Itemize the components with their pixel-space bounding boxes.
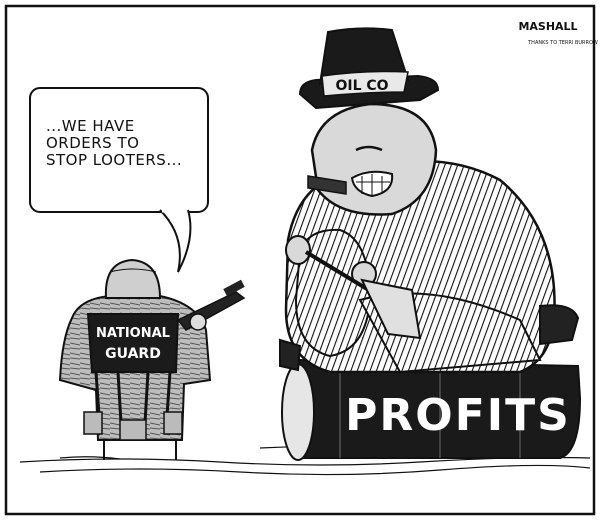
vest-label-2: GUARD xyxy=(105,346,161,362)
speech-line-1: ...WE HAVE xyxy=(46,117,135,135)
national-guard-soldier: NATIONAL GUARD xyxy=(58,258,246,460)
barrel-label: PROFITS xyxy=(345,390,571,441)
vest-label: NATIONAL xyxy=(96,326,170,341)
speech-line-2: ORDERS TO xyxy=(46,134,140,152)
speech-text: ...WE HAVE ORDERS TO STOP LOOTERS... xyxy=(46,118,196,169)
speech-line-3: STOP LOOTERS... xyxy=(46,151,183,169)
oil-tycoon: OIL CO xyxy=(279,27,580,374)
hat-band-label: OIL CO xyxy=(335,78,388,94)
signature-note: THANKS TO TERRI BURROW xyxy=(527,40,598,46)
artist-signature: MASHALL THANKS TO TERRI BURROW xyxy=(518,20,597,46)
speech-bubble xyxy=(29,87,209,273)
svg-text:MASHALL: MASHALL xyxy=(518,20,577,33)
profits-barrel: PROFITS xyxy=(281,358,582,461)
